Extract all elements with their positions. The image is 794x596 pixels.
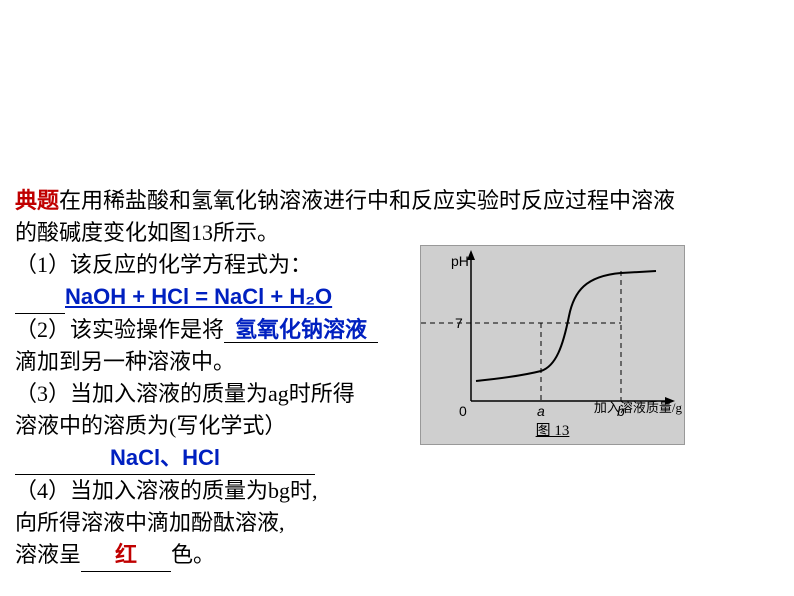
q4-line-2: 向所得溶液中滴加酚酞溶液, [15,507,780,539]
q4-line-3: 溶液呈 红 色。 [15,539,780,572]
x-tick-a: a [537,403,545,419]
y-axis-label: pH [451,253,469,269]
q2-line-1: （2）该实验操作是将 氢氧化钠溶液 [15,314,420,346]
intro-text-1: 在用稀盐酸和氢氧化钠溶液进行中和反应实验时反应过程中溶液 [59,188,675,213]
graph-caption: 图 13 [421,419,684,440]
problem-label: 典题 [15,188,59,213]
q1-label: （1）该反应的化学方程式为： [15,249,420,281]
graph-svg: pH 7 0 a b [421,246,686,446]
q3-line-1: （3）当加入溶液的质量为ag时所得 [15,378,420,410]
q3-answer: NaCl、HCl [110,445,220,470]
intro-line-1: 典题在用稀盐酸和氢氧化钠溶液进行中和反应实验时反应过程中溶液 [15,185,780,217]
y-tick-7: 7 [455,315,463,331]
q3-line-2: 溶液中的溶质为(写化学式） [15,410,420,442]
q2-answer: 氢氧化钠溶液 [235,317,367,342]
q4-right: 色。 [171,542,215,567]
q1-answer-row: NaOH + HCl = NaCl + H₂O [15,281,420,314]
q4-answer: 红 [115,542,137,567]
q3-answer-row: NaCl、HCl [15,442,420,475]
ph-graph: pH 7 0 a b 加入溶液质量/g 图 13 [420,245,685,445]
q4-left: 溶液呈 [15,542,81,567]
q2-left: （2）该实验操作是将 [15,317,224,342]
q2-line-2: 滴加到另一种溶液中。 [15,346,420,378]
q1-answer: NaOH + HCl = NaCl + H₂O [65,284,332,309]
q4-line-1: （4）当加入溶液的质量为bg时, [15,475,780,507]
origin-label: 0 [459,403,467,419]
x-axis-label: 加入溶液质量/g [594,397,682,416]
